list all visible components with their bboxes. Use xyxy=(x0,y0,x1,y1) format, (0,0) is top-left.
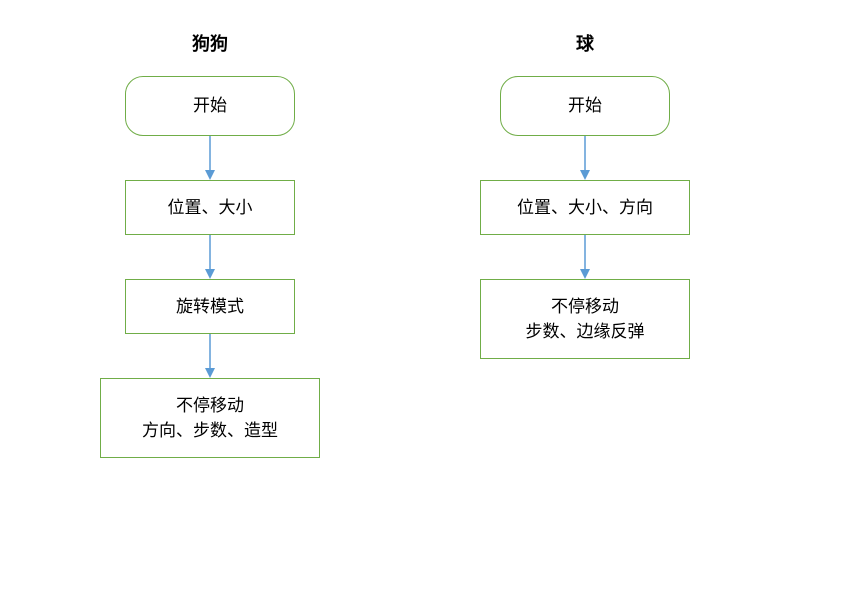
flowchart-title: 狗狗 xyxy=(192,30,228,56)
arrow-down-icon xyxy=(203,334,217,378)
flowchart-node-process: 不停移动 方向、步数、造型 xyxy=(100,378,320,458)
flowchart-node-process: 不停移动 步数、边缘反弹 xyxy=(480,279,690,359)
node-text: 位置、大小 xyxy=(168,195,253,221)
node-text: 开始 xyxy=(568,93,602,119)
node-text: 不停移动 方向、步数、造型 xyxy=(142,393,278,444)
arrow-down-icon xyxy=(203,136,217,180)
flowchart-node-process: 旋转模式 xyxy=(125,279,295,334)
flowchart-right: 球开始位置、大小、方向不停移动 步数、边缘反弹 xyxy=(480,30,690,359)
flowchart-node-terminator: 开始 xyxy=(125,76,295,136)
flowchart-left: 狗狗开始位置、大小旋转模式不停移动 方向、步数、造型 xyxy=(100,30,320,458)
flowchart-node-terminator: 开始 xyxy=(500,76,670,136)
flowchart-title: 球 xyxy=(576,30,594,56)
node-text: 不停移动 步数、边缘反弹 xyxy=(526,294,645,345)
node-text: 开始 xyxy=(193,93,227,119)
flowchart-node-process: 位置、大小、方向 xyxy=(480,180,690,235)
flowchart-node-process: 位置、大小 xyxy=(125,180,295,235)
node-text: 旋转模式 xyxy=(176,294,244,320)
arrow-down-icon xyxy=(203,235,217,279)
node-text: 位置、大小、方向 xyxy=(517,195,653,221)
arrow-down-icon xyxy=(578,136,592,180)
arrow-down-icon xyxy=(578,235,592,279)
